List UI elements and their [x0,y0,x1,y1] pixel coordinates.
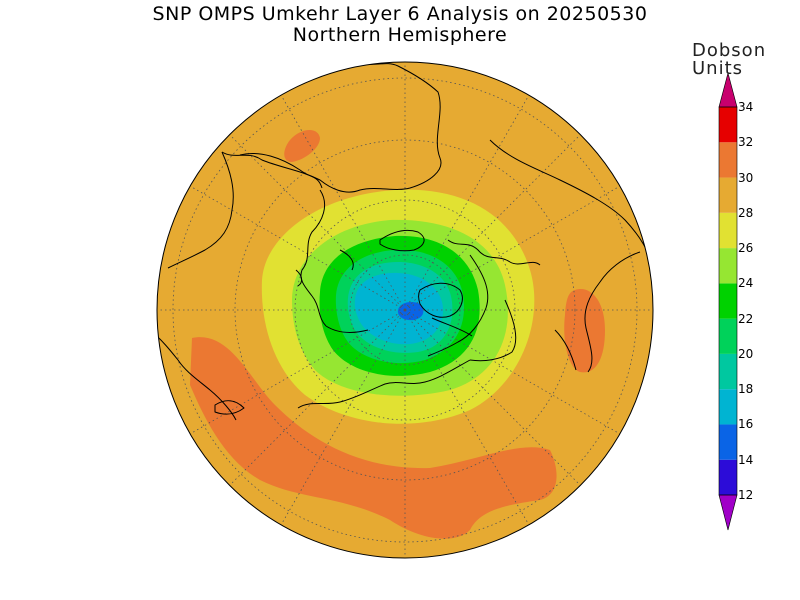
colorbar-tick-label: 34 [738,100,754,114]
colorbar-swatch-24-26 [719,248,737,284]
colorbar-swatch-20-22 [719,318,737,354]
field-16 [397,302,424,321]
colorbar-swatch-32-34 [719,107,737,143]
colorbar-tick-label: 14 [738,452,754,467]
ozone-field [157,62,653,558]
map-subtitle: Northern Hemisphere [292,24,508,46]
colorbar-tick-label: 32 [738,135,754,150]
colorbar-units-label: Dobson [692,40,767,61]
colorbar [718,71,738,531]
field-32-north [284,129,320,162]
map-title: SNP OMPS Umkehr Layer 6 Analysis on 2025… [152,3,648,25]
colorbar-tick-label: 16 [738,417,754,432]
colorbar-frame [718,106,738,496]
colorbar-min-arrow [718,494,738,531]
colorbar-tick-label: 22 [738,311,754,326]
colorbar-tick-label: 26 [738,241,754,256]
colorbar-swatch-30-32 [719,142,737,178]
colorbar-tick-label: 30 [738,170,754,185]
colorbar-tick-label: 28 [738,205,754,220]
colorbar-swatch-18-20 [719,353,737,390]
colorbar-swatch-14-16 [719,424,737,460]
colorbar-swatch-28-30 [719,177,737,213]
colorbar-swatch-22-24 [719,283,737,319]
colorbar-swatch-26-28 [719,212,737,249]
colorbar-swatch-16-18 [719,389,737,425]
colorbar-tick-label: 24 [738,276,754,291]
map-boundary [156,61,654,559]
colorbar-tick-label: 18 [738,382,754,397]
field-32-band [190,337,557,539]
colorbar-tick-label: 12 [738,488,754,502]
coastlines [157,62,653,421]
colorbar-swatch-12-14 [719,459,737,495]
colorbar-tick-label: 20 [738,346,754,361]
colorbar-units-label-2: Units [692,58,744,79]
graticule [157,62,653,558]
